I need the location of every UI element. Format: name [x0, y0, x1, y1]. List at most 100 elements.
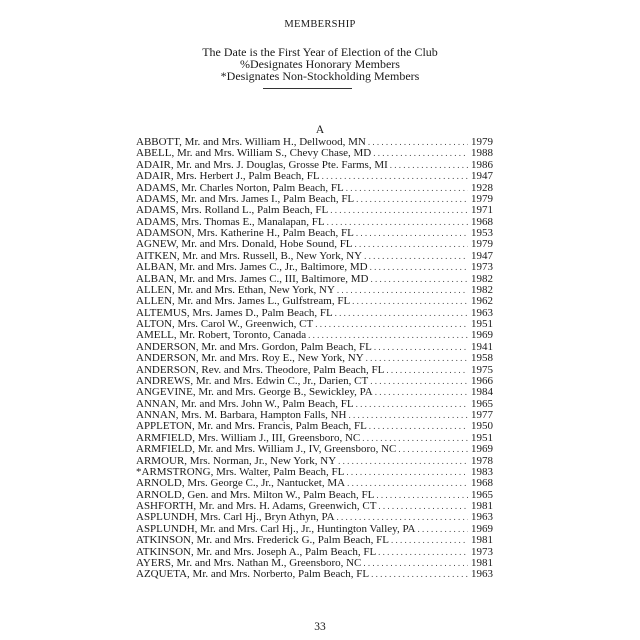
member-year: 1965	[471, 489, 493, 501]
page-title: MEMBERSHIP	[284, 19, 356, 30]
member-entry: ARNOLD, Mrs. George C., Jr., Nantucket, …	[136, 478, 493, 489]
member-name: ADAMS, Mr. and Mrs. James I., Palm Beach…	[136, 193, 355, 205]
member-entry: ARMFIELD, Mrs. William J., III, Greensbo…	[136, 433, 493, 444]
member-name: ALTON, Mrs. Carol W., Greenwich, CT	[136, 319, 314, 330]
member-entry: ALBAN, Mr. and Mrs. James C., Jr., Balti…	[136, 262, 493, 273]
member-entry: APPLETON, Mr. and Mrs. Francis, Palm Bea…	[136, 421, 493, 432]
member-year: 1963	[471, 569, 493, 581]
member-name: ADAMS, Mrs. Rolland L., Palm Beach, FL	[136, 205, 329, 217]
member-name: ATKINSON, Mr. and Mrs. Joseph A., Palm B…	[136, 546, 377, 558]
member-name: ATKINSON, Mr. and Mrs. Frederick G., Pal…	[136, 535, 389, 547]
dot-leader	[376, 490, 468, 501]
member-name: ADAIR, Mrs. Herbert J., Palm Beach, FL	[136, 171, 320, 183]
member-list: ABBOTT, Mr. and Mrs. William H., Dellwoo…	[136, 137, 493, 581]
dot-leader	[368, 137, 468, 148]
dot-leader	[346, 467, 468, 478]
dot-leader	[391, 535, 468, 546]
member-year: 1965	[471, 398, 493, 410]
dot-leader	[369, 421, 468, 432]
dot-leader	[330, 205, 468, 216]
dot-leader	[362, 433, 468, 444]
member-year: 1969	[471, 330, 493, 342]
member-year: 1984	[471, 387, 493, 399]
dot-leader	[370, 376, 468, 387]
member-entry: ANDERSON, Mr. and Mrs. Roy E., New York,…	[136, 353, 493, 364]
member-year: 1981	[471, 557, 493, 569]
dot-leader	[349, 410, 468, 421]
member-entry: ANNAN, Mr. and Mrs. John W., Palm Beach,…	[136, 399, 493, 410]
dot-leader	[352, 296, 468, 307]
member-entry: ANDERSON, Rev. and Mrs. Theodore, Palm B…	[136, 365, 493, 376]
dot-leader	[373, 148, 468, 159]
legend-non-stockholding-note: *Designates Non-Stockholding Members	[220, 69, 420, 83]
member-year: 1941	[471, 341, 493, 353]
member-year: 1962	[471, 296, 493, 308]
member-name: ANDERSON, Rev. and Mrs. Theodore, Palm B…	[136, 364, 385, 376]
member-entry: ALLEN, Mr. and Mrs. James L., Gulfstream…	[136, 296, 493, 307]
member-year: 1966	[471, 375, 493, 387]
dot-leader	[355, 239, 468, 250]
member-entry: ADAIR, Mr. and Mrs. J. Douglas, Grosse P…	[136, 160, 493, 171]
member-year: 1973	[471, 262, 493, 274]
member-name: ARMFIELD, Mrs. William J., III, Greensbo…	[136, 432, 361, 444]
member-year: 1951	[471, 432, 493, 444]
member-year: 1950	[471, 421, 493, 433]
member-entry: ANNAN, Mrs. M. Barbara, Hampton Falls, N…	[136, 410, 493, 421]
member-name: AGNEW, Mr. and Mrs. Donald, Hobe Sound, …	[136, 239, 353, 251]
member-name: AMELL, Mr. Robert, Toronto, Canada	[136, 330, 307, 342]
member-name: AYERS, Mr. and Mrs. Nathan M., Greensbor…	[136, 557, 362, 569]
member-name: ANNAN, Mr. and Mrs. John W., Palm Beach,…	[136, 398, 354, 410]
member-entry: ASPLUNDH, Mr. and Mrs. Carl Hj., Jr., Hu…	[136, 524, 493, 535]
member-entry: ASHFORTH, Mr. and Mrs. H. Adams, Greenwi…	[136, 501, 493, 512]
member-year: 1982	[471, 284, 493, 296]
member-entry: ADAMS, Mr. Charles Norton, Palm Beach, F…	[136, 183, 493, 194]
member-name: ANDERSON, Mr. and Mrs. Roy E., New York,…	[136, 353, 364, 365]
member-year: 1968	[471, 216, 493, 228]
member-year: 1969	[471, 523, 493, 535]
legend-honorary-note: %Designates Honorary Members	[240, 57, 400, 71]
dot-leader	[390, 160, 468, 171]
member-year: 1973	[471, 546, 493, 558]
dot-leader	[356, 194, 468, 205]
member-name: ADAMS, Mrs. Thomas E., Manalapan, FL	[136, 216, 325, 228]
member-name: AITKEN, Mr. and Mrs. Russell, B., New Yo…	[136, 250, 363, 262]
dot-leader	[398, 444, 468, 455]
member-entry: ARMFIELD, Mr. and Mrs. William J., IV, G…	[136, 444, 493, 455]
dot-leader	[375, 387, 468, 398]
member-name: ARMOUR, Mrs. Norman, Jr., New York, NY	[136, 455, 337, 467]
member-entry: ALLEN, Mr. and Mrs. Ethan, New York, NY 1…	[136, 285, 493, 296]
member-year: 1947	[471, 250, 493, 262]
member-year: 1977	[471, 410, 493, 421]
member-entry: ANGEVINE, Mr. and Mrs. George B., Sewick…	[136, 387, 493, 398]
dot-leader	[386, 365, 468, 376]
dot-leader	[315, 319, 468, 330]
member-year: 1947	[471, 171, 493, 183]
member-entry: ALBAN, Mr. and Mrs. James C., III, Balti…	[136, 274, 493, 285]
member-entry: ADAIR, Mrs. Herbert J., Palm Beach, FL 19…	[136, 171, 493, 182]
dot-leader	[364, 251, 468, 262]
member-name: ANNAN, Mrs. M. Barbara, Hampton Falls, N…	[136, 410, 347, 421]
dot-leader	[335, 308, 468, 319]
member-name: ANDERSON, Mr. and Mrs. Gordon, Palm Beac…	[136, 341, 372, 353]
member-year: 1979	[471, 193, 493, 205]
page-number: 33	[314, 621, 326, 633]
member-name: ADAMSON, Mrs. Katherine H., Palm Beach, …	[136, 228, 354, 239]
member-name: ALLEN, Mr. and Mrs. Ethan, New York, NY	[136, 284, 335, 296]
member-name: ARNOLD, Mrs. George C., Jr., Nantucket, …	[136, 478, 346, 490]
member-year: 1963	[471, 512, 493, 524]
member-entry: AYERS, Mr. and Mrs. Nathan M., Greensbor…	[136, 558, 493, 569]
member-name: ARMFIELD, Mr. and Mrs. William J., IV, G…	[136, 444, 397, 456]
member-entry: ALTEMUS, Mrs. James D., Palm Beach, FL 19…	[136, 308, 493, 319]
member-entry: AMELL, Mr. Robert, Toronto, Canada 1969	[136, 330, 493, 341]
member-name: ADAMS, Mr. Charles Norton, Palm Beach, F…	[136, 182, 344, 194]
member-year: 1986	[471, 159, 493, 171]
dot-leader	[322, 171, 468, 182]
member-year: 1981	[471, 535, 493, 547]
member-year: 1951	[471, 319, 493, 330]
member-year: 1982	[471, 273, 493, 285]
legend-date-note: The Date is the First Year of Election o…	[202, 45, 438, 59]
dot-leader	[370, 262, 468, 273]
dot-leader	[356, 228, 468, 239]
member-entry: AZQUETA, Mr. and Mrs. Norberto, Palm Bea…	[136, 569, 493, 580]
dot-leader	[347, 478, 468, 489]
